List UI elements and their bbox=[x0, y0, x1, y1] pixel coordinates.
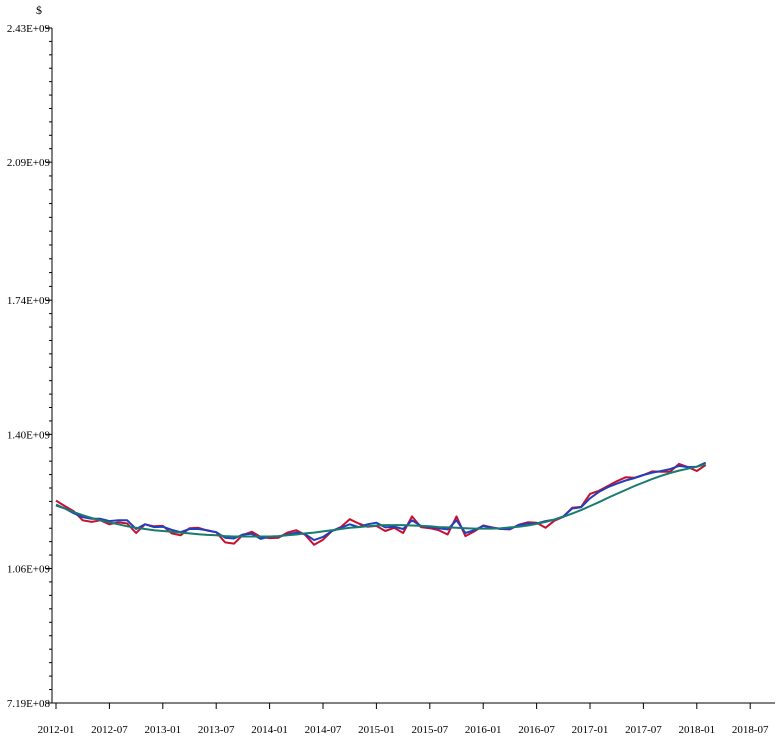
x-tick-label: 2015-07 bbox=[411, 724, 448, 736]
x-tick-label: 2018-07 bbox=[732, 724, 769, 736]
y-tick-label: 1.06E+09 bbox=[7, 563, 51, 575]
x-tick-label: 2014-01 bbox=[251, 724, 288, 736]
x-tick-label: 2012-07 bbox=[91, 724, 128, 736]
x-tick-label: 2017-07 bbox=[625, 724, 662, 736]
y-minor-ticks bbox=[49, 40, 52, 691]
y-axis-unit-label: $ bbox=[36, 3, 42, 17]
y-tick-label: 7.19E+08 bbox=[7, 698, 51, 710]
x-tick-label: 2013-01 bbox=[144, 724, 181, 736]
x-tick-label: 2018-01 bbox=[678, 724, 715, 736]
x-tick-label: 2012-01 bbox=[38, 724, 75, 736]
series-line-1 bbox=[55, 462, 707, 546]
series-group bbox=[55, 461, 707, 546]
x-tick-label: 2017-01 bbox=[572, 724, 609, 736]
x-tick-label: 2014-07 bbox=[305, 724, 342, 736]
y-tick-label: 2.09E+09 bbox=[7, 157, 51, 169]
y-tick-label: 1.40E+09 bbox=[7, 429, 51, 441]
series-line-3 bbox=[55, 463, 706, 538]
x-tick-label: 2016-01 bbox=[465, 724, 502, 736]
x-axis-ticks: 2012-01 2012-07 2013-01 2013-07 2014-01 2014-… bbox=[38, 703, 769, 736]
y-tick-label: 1.74E+09 bbox=[7, 295, 51, 307]
x-tick-label: 2016-07 bbox=[518, 724, 555, 736]
x-tick-label: 2015-01 bbox=[358, 724, 395, 736]
x-tick-label: 2013-07 bbox=[198, 724, 235, 736]
y-tick-label: 2.43E+09 bbox=[7, 23, 51, 35]
y-axis-ticks: 7.19E+08 1.06E+09 1.40E+09 1.74E+09 2.09E+09… bbox=[7, 23, 52, 710]
